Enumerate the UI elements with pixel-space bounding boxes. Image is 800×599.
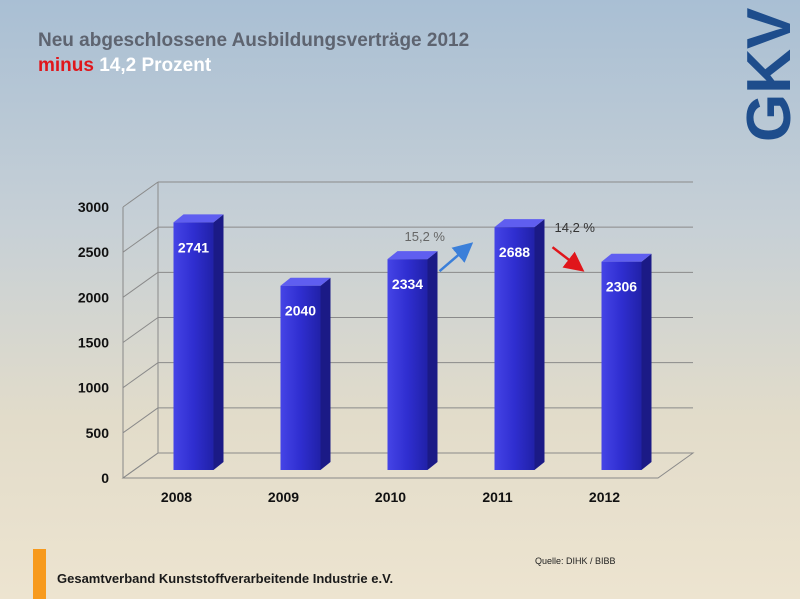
y-tick-label: 0 xyxy=(101,470,109,486)
x-tick-label: 2009 xyxy=(268,489,299,505)
chart-annotations: 15,2 % 14,2 % xyxy=(405,220,596,273)
bar-front xyxy=(601,261,642,470)
bar-front xyxy=(387,259,428,470)
bar-front xyxy=(173,222,214,470)
bar-2011 xyxy=(494,219,545,470)
bar-front xyxy=(494,227,535,470)
source-note: Quelle: DIHK / BIBB xyxy=(535,556,616,566)
bar-front xyxy=(280,285,321,470)
y-tick-label: 2000 xyxy=(78,289,109,305)
gridline-diagonal xyxy=(122,317,159,343)
bar-side xyxy=(320,277,331,470)
footer-accent-bar xyxy=(33,549,46,599)
bar-side xyxy=(213,214,224,470)
subtitle-percent: 14,2 Prozent xyxy=(99,55,212,76)
bar-2010 xyxy=(387,251,438,470)
y-tick-label: 1500 xyxy=(78,335,109,351)
chart-bars xyxy=(173,214,652,470)
bar-top xyxy=(173,214,224,223)
annotation-down-label: 14,2 % xyxy=(555,220,596,235)
bar-top xyxy=(601,253,652,262)
bar-top xyxy=(494,219,545,228)
gkv-logo: GKV xyxy=(735,8,800,142)
chart-labels: 2741 2008 2040 2009 2334 2010 2688 2011 2306 2012 xyxy=(161,239,637,505)
data-label: 2741 xyxy=(178,239,209,255)
annotation-up-label: 15,2 % xyxy=(405,229,446,244)
bar-side xyxy=(427,251,438,470)
x-tick-label: 2012 xyxy=(589,489,620,505)
arrow-down xyxy=(551,246,585,272)
chart-axes: 0 500 1000 1500 2000 2500 3000 xyxy=(78,199,658,486)
x-tick-label: 2008 xyxy=(161,489,192,505)
gridline-diagonal xyxy=(122,407,159,434)
x-tick-label: 2010 xyxy=(375,489,406,505)
arrow-up xyxy=(438,242,474,273)
bar-top xyxy=(280,277,331,286)
y-tick-label: 500 xyxy=(86,425,110,441)
page-subtitle: minus 14,2 Prozent xyxy=(38,55,211,77)
page-title: Neu abgeschlossene Ausbildungsverträge 2… xyxy=(38,30,470,51)
bar-side xyxy=(641,253,652,470)
logo-text: GKV xyxy=(735,8,800,142)
bar-2008 xyxy=(173,214,224,470)
bar-2009 xyxy=(280,277,331,470)
bar-top xyxy=(387,251,438,260)
data-label: 2040 xyxy=(285,303,316,319)
gridline-diagonal xyxy=(122,362,159,389)
bar-2012 xyxy=(601,253,652,470)
data-label: 2334 xyxy=(392,276,423,292)
data-label: 2688 xyxy=(499,244,530,260)
y-tick-label: 3000 xyxy=(78,199,109,215)
y-tick-label: 2500 xyxy=(78,244,109,260)
gridline-diagonal xyxy=(122,226,159,253)
subtitle-minus: minus xyxy=(38,55,94,76)
gridline-diagonal xyxy=(122,271,159,298)
bar-chart: 0 500 1000 1500 2000 2500 3000 2741 2008 2040 200… xyxy=(78,181,695,505)
y-tick-label: 1000 xyxy=(78,380,109,396)
data-label: 2306 xyxy=(606,279,637,295)
x-tick-label: 2011 xyxy=(482,489,513,505)
footer-organization: Gesamtverband Kunststoffverarbeitende In… xyxy=(57,571,394,586)
gridline-diagonal xyxy=(122,181,159,208)
bar-side xyxy=(534,219,545,470)
